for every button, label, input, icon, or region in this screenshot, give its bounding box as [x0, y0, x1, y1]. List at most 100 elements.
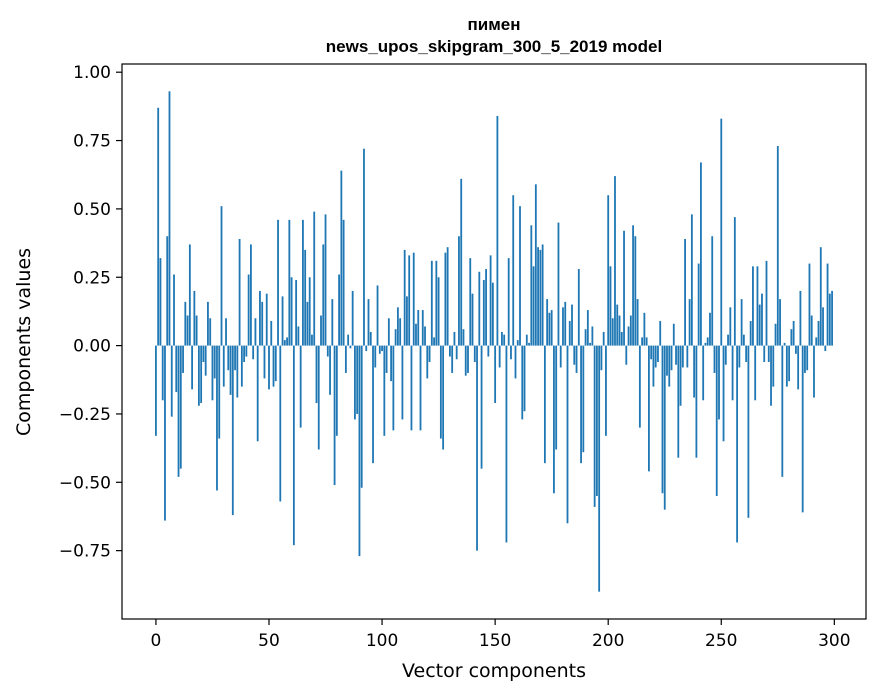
bar-123 — [433, 337, 435, 346]
y-tick-label: 0.50 — [73, 200, 111, 220]
bar-102 — [385, 345, 388, 373]
bar-98 — [376, 285, 379, 346]
bar-197 — [600, 345, 603, 371]
bar-209 — [627, 326, 630, 346]
bar-31 — [225, 318, 227, 346]
bar-205 — [618, 315, 621, 346]
bar-86 — [349, 345, 352, 349]
bar-56 — [281, 296, 284, 346]
bar-227 — [668, 345, 671, 387]
bar-97 — [374, 345, 377, 368]
bar-164 — [525, 334, 528, 346]
bar-191 — [586, 310, 589, 346]
bar-271 — [767, 345, 770, 362]
bar-272 — [770, 345, 772, 406]
bar-88 — [354, 345, 356, 420]
x-tick-label: 300 — [818, 631, 850, 651]
bar-46 — [259, 290, 261, 346]
bar-116 — [417, 310, 420, 346]
bar-230 — [675, 345, 677, 365]
bar-43 — [252, 345, 255, 360]
bar-250 — [720, 118, 723, 346]
bar-42 — [250, 244, 252, 346]
bar-21 — [202, 345, 205, 362]
bar-111 — [406, 296, 408, 346]
bar-262 — [747, 345, 750, 518]
bar-58 — [286, 337, 288, 346]
bar-223 — [659, 321, 662, 346]
bar-5 — [166, 236, 169, 346]
bar-69 — [311, 334, 313, 346]
bar-39 — [243, 345, 246, 362]
bar-222 — [657, 345, 659, 362]
bar-280 — [788, 345, 791, 382]
x-tick-label: 200 — [592, 631, 624, 651]
bar-2 — [159, 258, 162, 346]
bar-32 — [227, 345, 230, 371]
bar-170 — [539, 249, 542, 346]
x-axis-label: Vector components — [402, 660, 586, 682]
bar-296 — [824, 345, 827, 352]
bar-199 — [605, 345, 607, 436]
bar-54 — [277, 219, 279, 346]
x-tick-label: 250 — [705, 631, 737, 651]
bar-36 — [236, 345, 239, 398]
bar-140 — [471, 293, 474, 346]
bar-245 — [709, 312, 711, 346]
bar-168 — [534, 184, 537, 346]
bar-121 — [428, 345, 431, 362]
bar-33 — [229, 345, 232, 395]
bar-252 — [724, 345, 727, 365]
bar-212 — [634, 236, 637, 346]
bar-52 — [272, 345, 275, 387]
bar-29 — [220, 206, 223, 346]
bar-150 — [494, 345, 497, 404]
bar-233 — [681, 345, 684, 368]
y-tick-label: −0.25 — [59, 405, 111, 425]
bar-291 — [813, 345, 815, 398]
bar-201 — [609, 266, 612, 346]
bar-277 — [781, 345, 784, 477]
bar-219 — [650, 345, 653, 360]
bar-293 — [817, 321, 820, 346]
y-axis-ticks: −0.75 −0.50 −0.25 0.00 0.25 0.50 0.75 1.00 — [59, 63, 122, 562]
bar-119 — [424, 326, 426, 346]
bar-84 — [344, 345, 347, 373]
bar-20 — [200, 345, 203, 404]
bar-285 — [799, 290, 802, 346]
bar-254 — [729, 307, 732, 346]
bar-71 — [315, 345, 318, 404]
bar-287 — [804, 345, 806, 373]
bar-73 — [320, 315, 322, 346]
bar-104 — [390, 345, 393, 382]
y-tick-label: 0.75 — [73, 132, 111, 152]
bar-30 — [222, 345, 225, 387]
bar-108 — [399, 318, 402, 346]
bar-1 — [157, 107, 160, 346]
bar-175 — [550, 310, 553, 346]
bar-101 — [383, 345, 386, 436]
bar-70 — [313, 211, 316, 346]
x-tick-label: 100 — [366, 631, 398, 651]
bar-72 — [317, 345, 320, 450]
bar-24 — [209, 318, 212, 346]
bar-284 — [797, 345, 800, 390]
bar-91 — [360, 345, 363, 488]
bar-174 — [548, 312, 551, 346]
bar-34 — [231, 345, 234, 516]
bar-25 — [211, 345, 214, 401]
bar-276 — [779, 299, 781, 346]
bar-50 — [268, 345, 270, 390]
bar-180 — [562, 307, 564, 346]
bar-283 — [794, 345, 797, 354]
bar-7 — [170, 345, 173, 417]
bar-124 — [435, 260, 438, 346]
bar-263 — [749, 321, 752, 346]
bar-9 — [175, 345, 178, 393]
bar-161 — [519, 206, 521, 346]
bar-17 — [193, 290, 196, 346]
bar-260 — [742, 334, 745, 346]
bar-67 — [306, 301, 309, 346]
bar-184 — [571, 304, 573, 346]
